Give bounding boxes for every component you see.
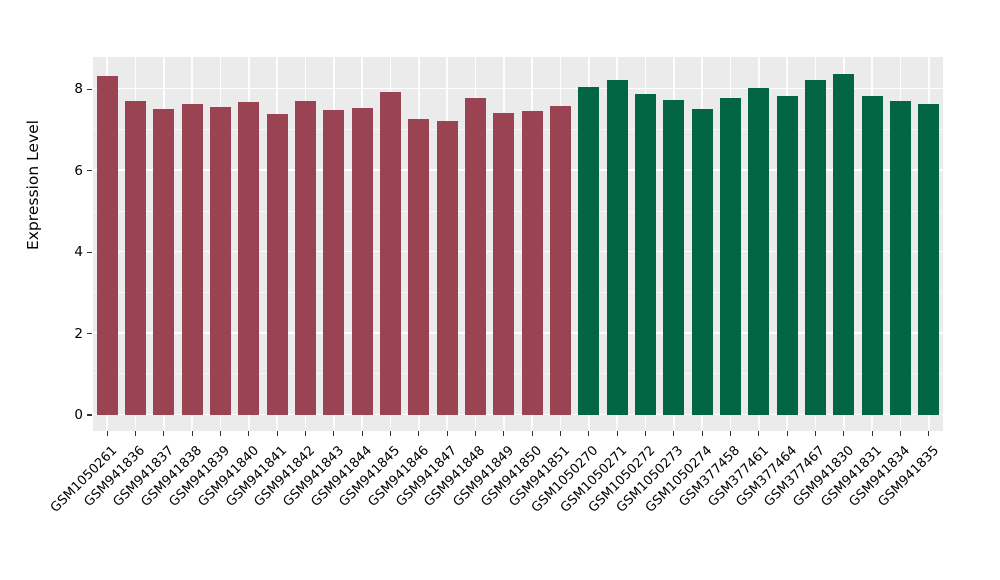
x-tick-mark — [446, 431, 448, 436]
y-tick-label: 6 — [74, 162, 83, 179]
y-tick-label: 0 — [74, 407, 83, 423]
y-tick-mark — [87, 88, 92, 90]
bar-GSM941850 — [521, 111, 543, 415]
gridline-major-y6 — [93, 169, 943, 171]
gridline-minor-y1 — [93, 373, 943, 375]
y-axis-title: Expression Level — [24, 119, 42, 250]
bar-GSM941838 — [181, 103, 203, 415]
gridline-major-y8 — [93, 87, 943, 90]
x-tick-mark — [899, 431, 902, 436]
gridline-minor-y3 — [93, 291, 943, 293]
x-tick-mark — [673, 431, 675, 436]
bar-GSM941834 — [890, 100, 911, 415]
bar-GSM941848 — [465, 97, 486, 415]
gridline-major-y2 — [93, 332, 943, 334]
x-tick-mark — [871, 431, 873, 436]
bar-GSM941851 — [550, 106, 571, 415]
bar-GSM377458 — [720, 97, 741, 415]
bar-GSM941835 — [918, 104, 940, 415]
x-tick-mark — [304, 431, 307, 436]
x-tick-mark — [814, 431, 817, 436]
bar-GSM941831 — [861, 95, 883, 415]
x-tick-mark — [134, 431, 137, 436]
bar-GSM1050274 — [691, 109, 713, 415]
bar-GSM1050270 — [578, 86, 600, 415]
x-tick-mark — [503, 431, 505, 436]
y-tick-label: 2 — [74, 325, 83, 342]
bar-GSM941843 — [323, 110, 345, 415]
bar-GSM941840 — [238, 101, 260, 415]
gridline-major-y4 — [93, 250, 943, 253]
bar-GSM377461 — [748, 87, 770, 415]
x-tick-mark — [276, 431, 278, 436]
y-tick-label: 4 — [74, 244, 83, 261]
bar-GSM941841 — [266, 114, 288, 415]
bar-GSM941847 — [436, 121, 458, 415]
bar-GSM941836 — [125, 100, 146, 415]
bar-GSM1050272 — [635, 94, 656, 415]
x-tick-mark — [219, 431, 222, 436]
bar-GSM941839 — [210, 106, 231, 415]
x-tick-mark — [418, 431, 420, 436]
bar-GSM941844 — [351, 107, 373, 415]
x-tick-mark — [644, 431, 647, 436]
bar-GSM1050261 — [96, 75, 118, 415]
x-tick-mark — [928, 431, 930, 436]
plot-panel — [93, 57, 943, 431]
y-tick-mark — [87, 170, 92, 172]
x-tick-mark — [729, 431, 732, 436]
y-tick-label: 8 — [74, 81, 83, 98]
x-tick-mark — [588, 431, 590, 436]
bar-GSM377464 — [776, 95, 798, 415]
x-tick-mark — [786, 431, 788, 436]
y-tick-mark — [87, 251, 92, 253]
x-tick-mark — [474, 431, 477, 436]
bar-GSM941849 — [493, 113, 515, 415]
x-tick-mark — [701, 431, 703, 436]
x-tick-mark — [361, 431, 363, 436]
x-tick-mark — [616, 431, 618, 436]
gridline-major-y0 — [93, 413, 943, 415]
x-tick-mark — [191, 431, 193, 436]
gridline-minor-y5 — [93, 210, 943, 212]
bar-GSM941845 — [380, 92, 401, 415]
x-tick-mark — [163, 431, 165, 436]
bar-GSM941842 — [295, 100, 316, 415]
x-tick-mark — [843, 431, 845, 436]
x-tick-mark — [531, 431, 533, 436]
x-tick-mark — [389, 431, 392, 436]
x-tick-mark — [758, 431, 760, 436]
gridline-minor-y7 — [93, 129, 943, 131]
x-tick-mark — [559, 431, 562, 436]
x-tick-mark — [248, 431, 250, 436]
bar-GSM941830 — [833, 74, 855, 415]
y-tick-mark — [87, 333, 92, 335]
bar-GSM941837 — [153, 109, 175, 415]
x-tick-mark — [106, 431, 108, 436]
y-tick-mark — [87, 414, 92, 416]
bar-GSM1050273 — [663, 99, 685, 415]
bar-GSM377467 — [805, 80, 826, 415]
x-tick-mark — [333, 431, 335, 436]
bar-GSM1050271 — [606, 80, 628, 415]
bar-GSM941846 — [408, 118, 430, 415]
